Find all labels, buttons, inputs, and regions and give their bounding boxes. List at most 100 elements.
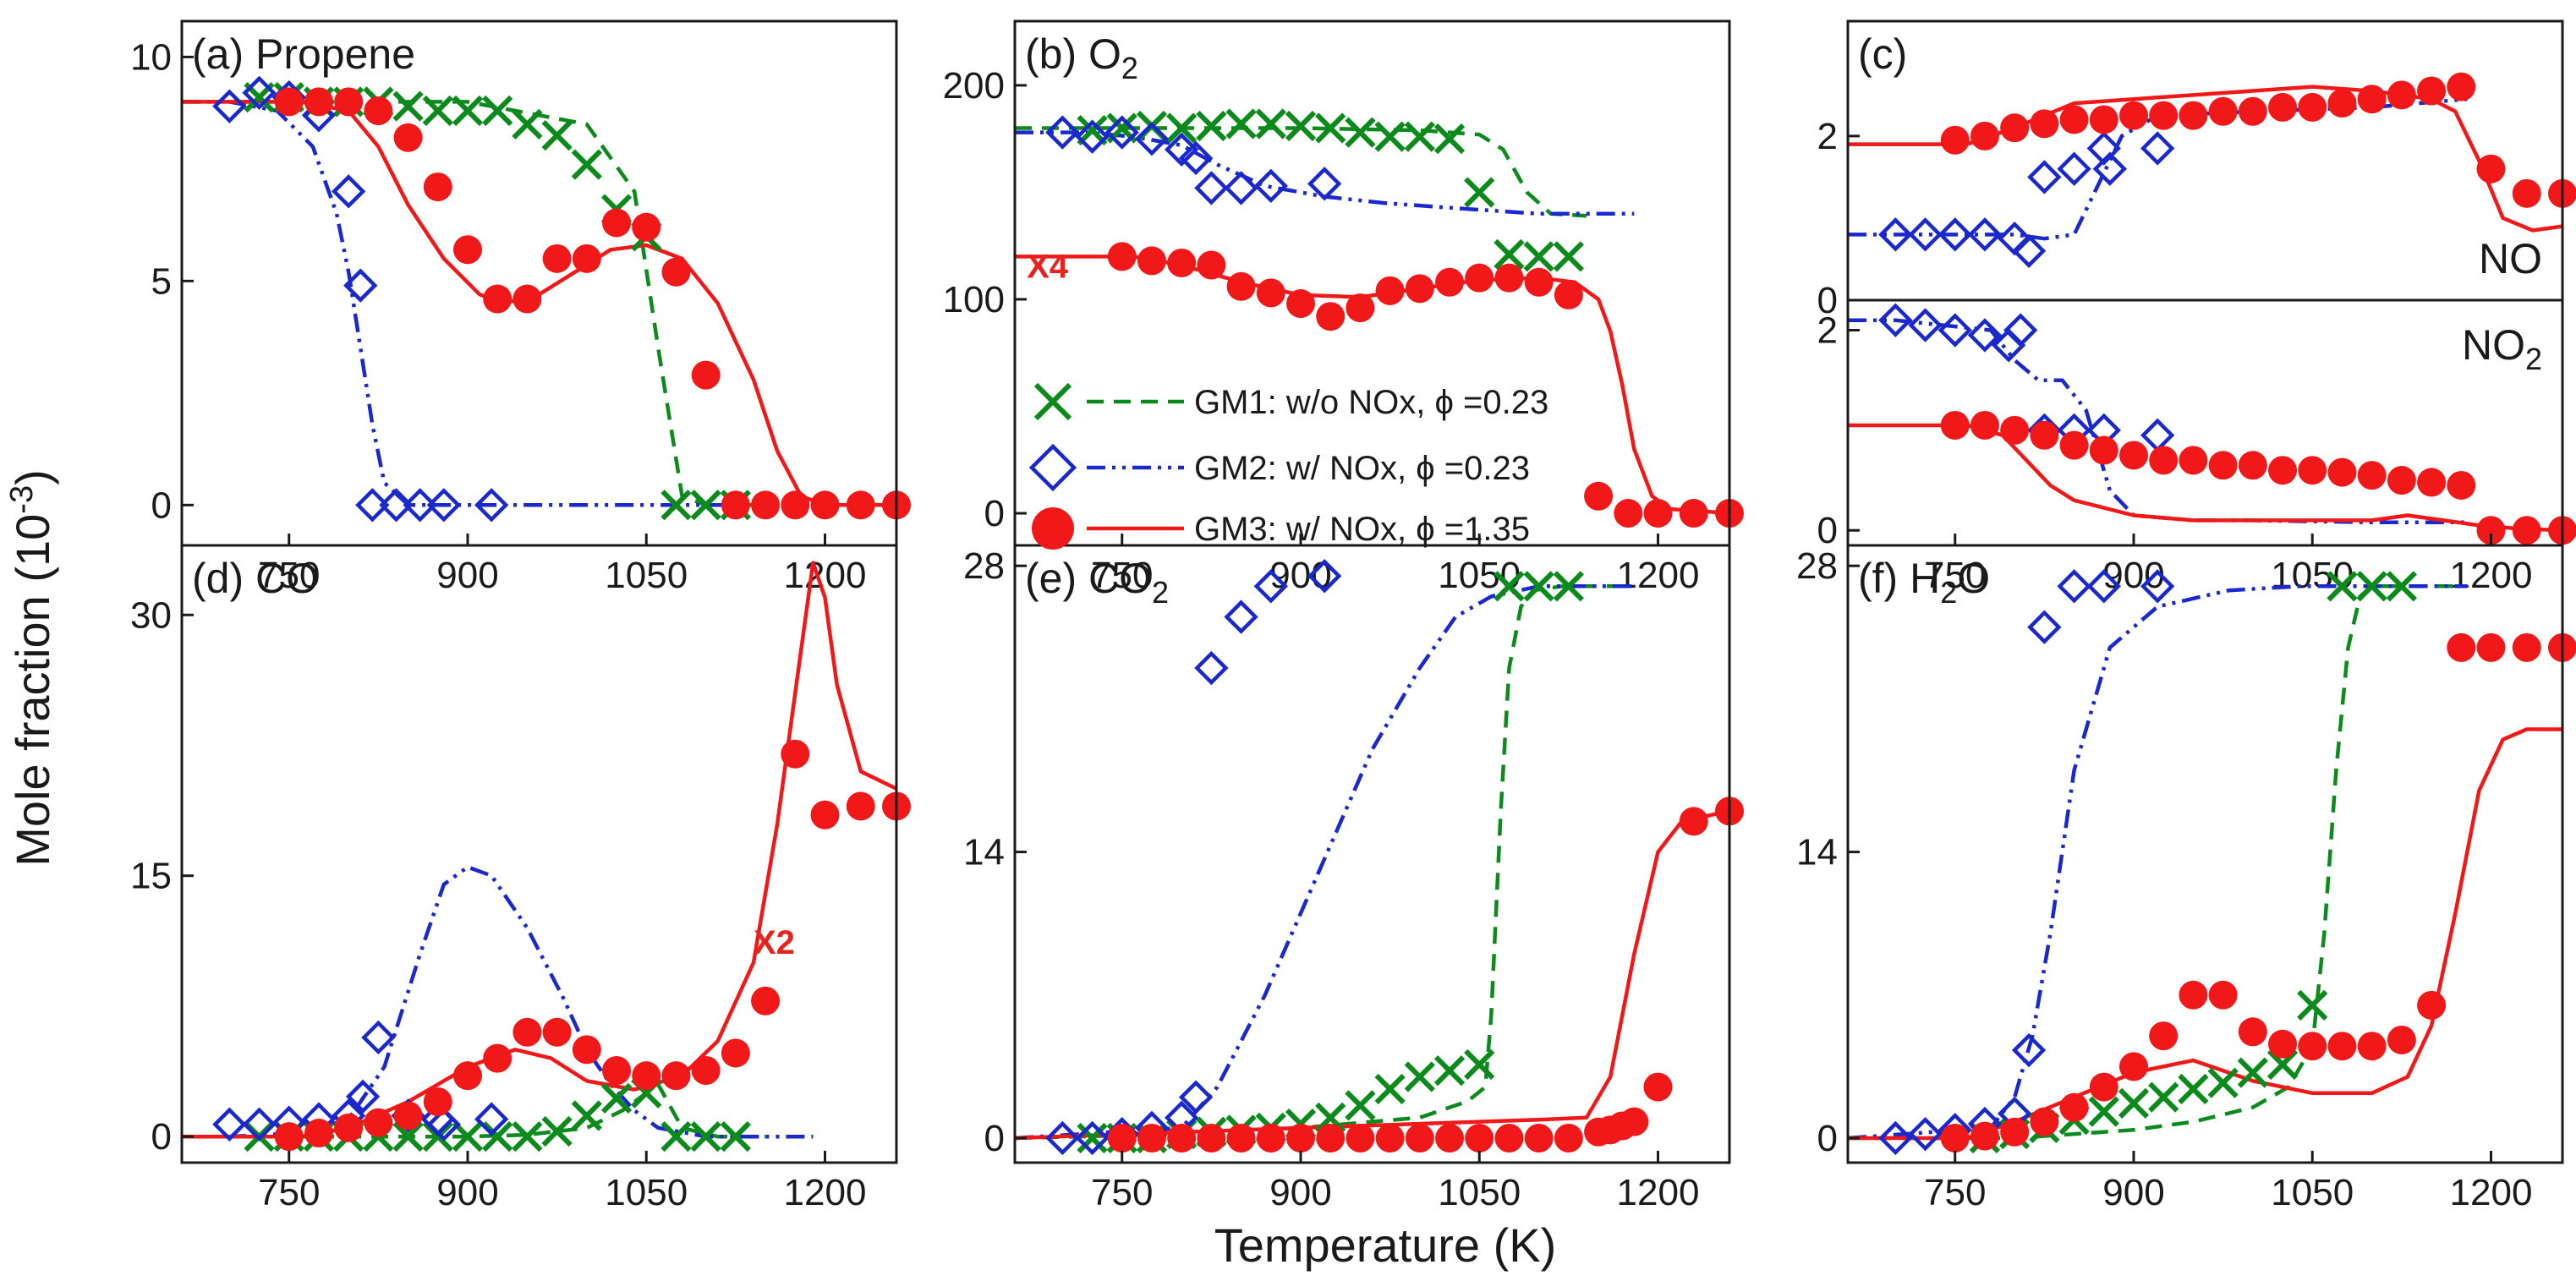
y-tick-label: 0	[984, 1118, 1005, 1159]
x-mark-stroke	[2297, 989, 2328, 1021]
x-mark-stroke	[1433, 1055, 1466, 1087]
x-tick-label: 1050	[1438, 1172, 1521, 1213]
gm3-exp-point	[810, 490, 840, 520]
gm1-exp-point	[1553, 571, 1584, 602]
gm3-exp-point	[721, 490, 750, 520]
gm3-exp-point	[602, 1056, 632, 1086]
y-tick-label: 0	[1817, 280, 1838, 321]
gm2-exp-point	[343, 268, 378, 303]
gm1-exp-point	[2148, 1081, 2179, 1113]
gm3-exp-point	[512, 1017, 542, 1047]
species-label-subscript: 2	[2525, 342, 2542, 376]
y-tick-label: 0	[151, 1116, 172, 1158]
gm3-exp-point	[364, 96, 393, 125]
model-lines	[182, 100, 896, 507]
gm3-exp-point	[1614, 499, 1643, 528]
gm3-exp-point	[1167, 1123, 1197, 1152]
gm3-exp-point	[2512, 632, 2541, 662]
gm1-exp-point	[1225, 108, 1257, 140]
gm3-exp-point	[1554, 1123, 1583, 1152]
series-line-gm3-model	[1848, 423, 2562, 533]
gm1-exp-point	[1077, 114, 1108, 146]
x-mark-stroke	[452, 1121, 484, 1152]
gm2-exp-point	[361, 1020, 396, 1055]
gm3-exp-point	[1197, 250, 1226, 280]
x-mark-stroke	[2237, 1057, 2268, 1088]
gm3-exp-point	[1494, 263, 1524, 293]
gm3-exp-point	[2298, 456, 2327, 485]
gm2-exp-point	[474, 1102, 509, 1136]
x-mark-stroke	[2356, 571, 2387, 602]
gm1-exp-point	[1494, 571, 1525, 602]
gm3-exp-point	[1465, 1123, 1494, 1152]
gm3-exp-point	[781, 490, 810, 520]
x-mark-stroke	[2386, 571, 2417, 602]
gm3-exp-point	[2179, 446, 2208, 475]
y-tick-label: 28	[1796, 545, 1838, 587]
panel-title: (d) CO	[192, 555, 319, 602]
x-mark-stroke	[1523, 241, 1554, 272]
gm3-exp-point	[1405, 274, 1434, 304]
gm3-exp-point	[2208, 980, 2238, 1010]
experiment-markers	[212, 739, 911, 1152]
gm3-exp-point	[2447, 632, 2476, 662]
x-mark-stroke	[482, 95, 513, 127]
gm3-exp-point	[632, 1061, 661, 1091]
x-tick-label: 1200	[2450, 1172, 2533, 1213]
gm2-exp-point	[242, 1107, 277, 1141]
series-line-gm1-model	[182, 100, 766, 507]
y-axis-label-main: Mole fraction (10	[6, 514, 59, 867]
gm1-exp-point	[482, 1121, 513, 1152]
gm3-exp-point	[2327, 89, 2357, 118]
gm3-exp-point	[2119, 101, 2148, 130]
panel-title-subscript: 2	[1940, 575, 1957, 610]
x-tick-label: 750	[258, 555, 320, 596]
series-line-gm1-model	[1015, 126, 1587, 218]
panel-title-tail: O	[1957, 555, 1990, 602]
x-mark-stroke	[571, 149, 602, 180]
gm2-exp-point	[2027, 610, 2062, 644]
gm1-exp-point	[1196, 110, 1227, 142]
x-mark-stroke	[512, 108, 543, 140]
series-line-gm2-model	[182, 100, 766, 507]
gm1-exp-point	[2237, 1057, 2268, 1088]
gm3-exp-point	[1643, 499, 1673, 528]
gm3-exp-point	[1107, 242, 1137, 271]
gm1-exp-point	[720, 1121, 751, 1152]
panel-c: 0 2 (c) NO	[1817, 19, 2576, 321]
gm3-exp-point	[2000, 415, 2030, 445]
gm1-exp-point	[422, 95, 453, 127]
gm2-exp-point	[1104, 115, 1139, 150]
gm3-exp-point	[423, 172, 452, 202]
x-mark-stroke	[571, 1100, 602, 1131]
y-axis-label-end: )	[6, 469, 59, 485]
x-mark-stroke	[1404, 1061, 1435, 1092]
panel-title-main: (f) H	[1858, 555, 1940, 602]
x-mark-stroke	[2088, 1096, 2119, 1127]
x-mark-stroke	[2118, 1087, 2150, 1120]
y-tick-label: 28	[963, 545, 1005, 587]
series-line-gm3-model	[1015, 809, 1729, 1141]
gm3-exp-point	[691, 1056, 721, 1086]
gm1-exp-point	[2327, 571, 2358, 602]
gm2-exp-point	[426, 488, 462, 523]
gm1-exp-point	[1404, 1061, 1435, 1092]
gm3-exp-point	[1256, 278, 1285, 308]
legend-entry-gm1: GM1: w/o NOx, ϕ =0.23	[1033, 382, 1548, 421]
species-label-main: NO	[2479, 235, 2542, 282]
gm3-exp-point	[1346, 293, 1375, 323]
gm3-exp-point	[2512, 516, 2541, 545]
x-tick-label: 1200	[1617, 1172, 1700, 1213]
gm2-exp-point	[212, 89, 247, 123]
x-tick-label: 900	[2102, 1172, 2164, 1213]
x-mark-stroke	[690, 490, 721, 521]
x-mark-stroke	[1077, 114, 1108, 146]
gm2-exp-point	[2057, 569, 2091, 604]
x-mark-stroke	[1345, 117, 1376, 148]
gm1-exp-point	[1077, 1122, 1108, 1154]
gm3-exp-point	[2208, 96, 2238, 126]
gm3-exp-point	[2357, 461, 2387, 490]
gm1-exp-point	[600, 1082, 633, 1114]
gm3-exp-point	[304, 87, 333, 117]
x-mark-stroke	[422, 95, 453, 127]
